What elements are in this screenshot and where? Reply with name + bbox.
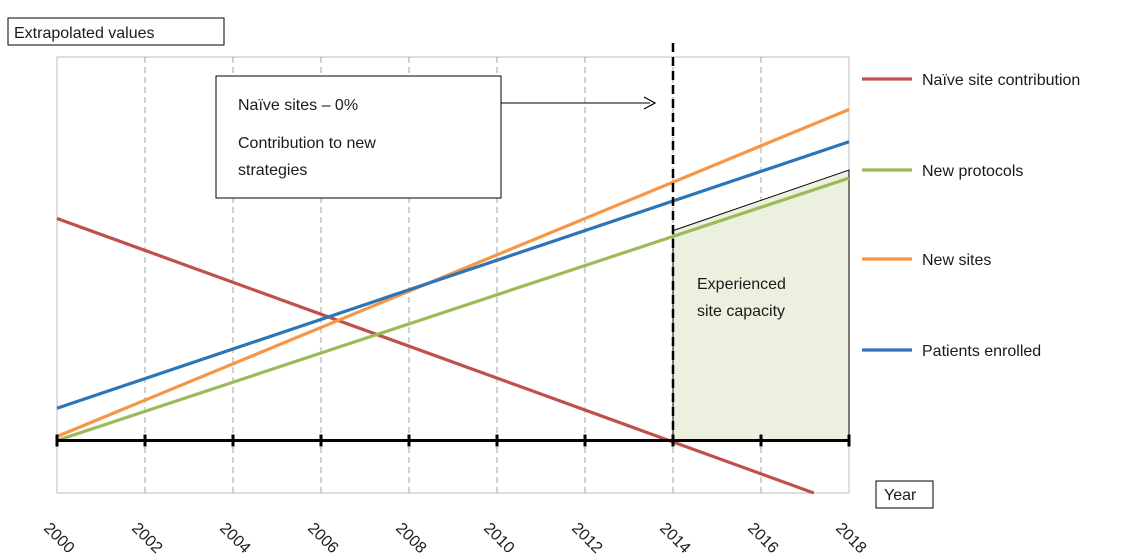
x-tick-label: 2018 — [832, 520, 869, 557]
legend-item: Naïve site contribution — [862, 72, 1080, 89]
legend-label: Naïve site contribution — [922, 72, 1080, 89]
x-tick-label: 2014 — [656, 520, 693, 557]
x-tick-label: 2004 — [216, 520, 253, 557]
x-tick-label: 2012 — [568, 520, 605, 557]
series-line — [56, 216, 815, 495]
x-tick-label: 2010 — [480, 520, 517, 557]
annotation-box — [215, 75, 502, 199]
x-tick-label: 2002 — [128, 520, 165, 557]
x-tick-label: 2006 — [304, 520, 341, 557]
x-axis-title-box — [875, 480, 934, 509]
annotation-arrow-head — [643, 96, 657, 110]
annotation: Naïve sites – 0% Contribution to new str… — [215, 75, 657, 199]
region-label-line-2: site capacity — [697, 303, 785, 320]
y-axis-title: Extrapolated values — [7, 17, 225, 46]
legend-label: Patients enrolled — [922, 343, 1041, 360]
annotation-line-3: strategies — [238, 162, 307, 179]
series-layer — [56, 108, 850, 495]
legend-item: New sites — [862, 252, 991, 269]
y-axis-title-text: Extrapolated values — [14, 25, 155, 42]
legend-label: New sites — [922, 252, 991, 269]
x-tick-labels: 2000 2002 2004 2006 2008 2010 2012 2014 2016 2018 — [40, 520, 869, 557]
series-line — [56, 176, 850, 443]
x-axis-title: Year — [875, 480, 934, 509]
legend-label: New protocols — [922, 163, 1023, 180]
region-label-line-1: Experienced — [697, 276, 786, 293]
x-tick-label: 2008 — [392, 520, 429, 557]
x-tick-label: 2000 — [40, 520, 77, 557]
series-line — [56, 140, 850, 410]
legend: Naïve site contribution New protocols New … — [862, 72, 1080, 360]
legend-item: Patients enrolled — [862, 343, 1041, 360]
annotation-line-2: Contribution to new — [238, 135, 376, 152]
series-line — [56, 108, 850, 438]
annotation-line-1: Naïve sites – 0% — [238, 97, 358, 114]
x-tick-label: 2016 — [744, 520, 781, 557]
x-axis-title-text: Year — [884, 487, 917, 504]
y-axis-title-box — [7, 17, 225, 46]
legend-item: New protocols — [862, 163, 1023, 180]
